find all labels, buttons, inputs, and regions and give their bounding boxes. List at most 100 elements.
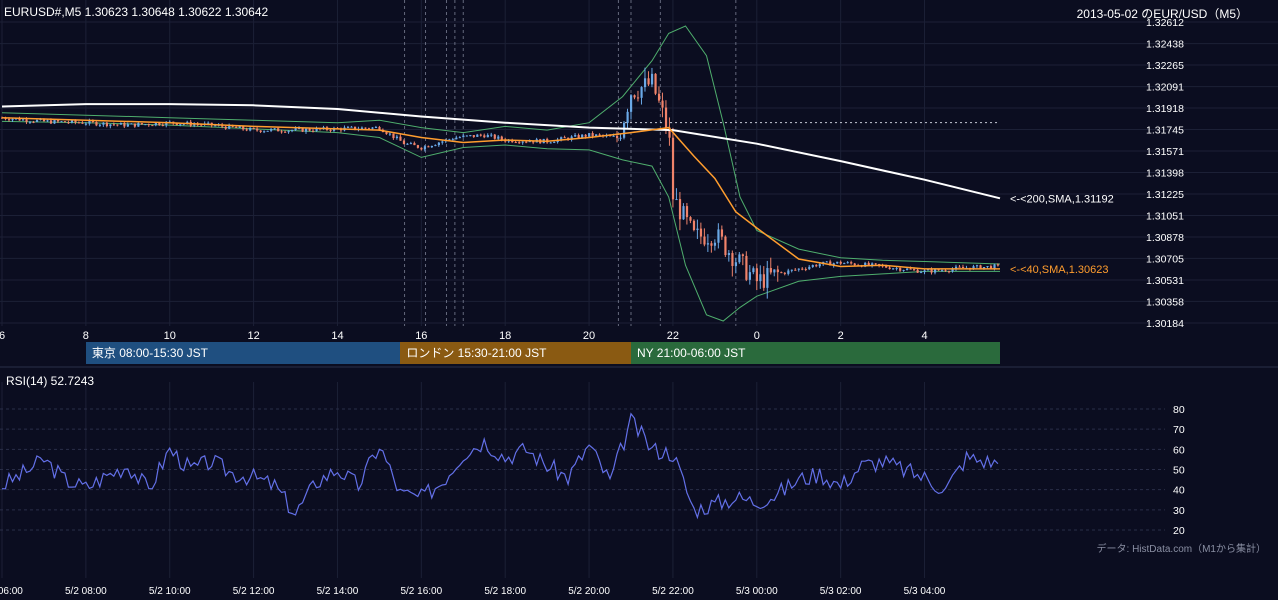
- candle-body: [35, 120, 39, 122]
- candle-body: [815, 265, 818, 267]
- candle-body: [518, 142, 521, 144]
- candle-body: [486, 134, 489, 138]
- rsi-xtick-label: 5/2 06:00: [0, 586, 23, 597]
- sma-line: [1, 103, 1001, 200]
- candle-body: [409, 143, 413, 145]
- candle-body: [864, 262, 867, 267]
- candle-body: [549, 142, 552, 144]
- candle-body: [843, 263, 846, 265]
- candle-body: [53, 120, 56, 124]
- price-xtick-label: 0: [754, 330, 760, 342]
- candle-body: [284, 131, 287, 133]
- candle-body: [958, 266, 961, 268]
- candle-body: [476, 134, 479, 137]
- candle-body: [374, 127, 378, 129]
- candle-body: [308, 128, 311, 131]
- candle-body: [161, 125, 164, 127]
- candle-body: [490, 134, 493, 136]
- candle-body: [808, 266, 811, 270]
- candle-body: [406, 143, 409, 145]
- candle-body: [675, 199, 678, 201]
- candle-body: [755, 268, 758, 282]
- candle-body: [427, 146, 430, 148]
- candle-body: [640, 87, 643, 98]
- candle-body: [280, 131, 283, 133]
- candle-body: [752, 268, 755, 273]
- candle-body: [430, 145, 434, 148]
- candle-body: [902, 270, 905, 272]
- candle-body: [853, 263, 856, 266]
- candle-body: [748, 272, 752, 280]
- price-ytick-label: 1.30705: [1146, 253, 1184, 265]
- sma-label: <-<40,SMA,1.30623: [1010, 264, 1108, 276]
- candle-body: [787, 270, 790, 274]
- candle-body: [182, 123, 185, 125]
- candle-body: [738, 254, 741, 263]
- candle-body: [626, 111, 629, 123]
- candle-body: [207, 122, 210, 124]
- price-ytick-label: 1.30358: [1146, 296, 1184, 308]
- candle-body: [224, 126, 227, 129]
- candle-body: [734, 262, 738, 266]
- candle-body: [934, 269, 937, 273]
- candle-body: [643, 78, 647, 88]
- price-xtick-label: 16: [415, 330, 427, 342]
- candle-body: [158, 122, 161, 126]
- candle-body: [144, 124, 147, 126]
- candle-body: [378, 127, 381, 130]
- candle-body: [553, 142, 556, 144]
- candle-body: [88, 120, 91, 124]
- candle-body: [706, 243, 710, 245]
- candle-body: [727, 253, 731, 256]
- rsi-ytick-label: 20: [1173, 525, 1185, 537]
- candle-body: [140, 123, 143, 125]
- candle-body: [346, 126, 350, 128]
- candle-body: [560, 137, 563, 140]
- candle-body: [112, 124, 116, 126]
- price-xtick-label: 22: [667, 330, 679, 342]
- candle-body: [829, 261, 832, 266]
- candle-body: [989, 266, 993, 269]
- candle-body: [899, 268, 902, 271]
- candle-body: [888, 267, 891, 270]
- candle-body: [60, 121, 63, 123]
- candle-body: [671, 137, 675, 200]
- candle-body: [95, 121, 98, 126]
- price-ytick-label: 1.32265: [1146, 60, 1184, 72]
- candle-body: [416, 145, 420, 148]
- session-bar: 東京 08:00-15:30 JST ロンドン 15:30-21:00 JST …: [85, 342, 1000, 364]
- candle-body: [77, 122, 81, 124]
- candle-body: [455, 137, 458, 140]
- candle-body: [479, 134, 482, 136]
- candle-body: [895, 268, 898, 270]
- candle-body: [741, 254, 745, 256]
- candle-body: [273, 128, 276, 130]
- candle-body: [298, 128, 301, 130]
- candle-body: [448, 139, 451, 141]
- candle-body: [84, 123, 88, 125]
- candle-body: [228, 125, 231, 129]
- candle-body: [472, 135, 475, 137]
- candle-body: [56, 120, 60, 122]
- rsi-panel: 80 70 60 50 40 30 20 5/2 06:00 5/2 08:00 5/2 10:0…: [0, 366, 1278, 597]
- candle-body: [975, 265, 979, 267]
- candle-body: [402, 140, 406, 145]
- candle-body: [947, 271, 951, 273]
- candle-body: [920, 272, 923, 274]
- candle-body: [629, 95, 633, 112]
- candle-body: [783, 272, 786, 274]
- candle-body: [927, 269, 930, 271]
- candle-body: [720, 229, 724, 237]
- candle-body: [850, 262, 853, 264]
- price-ytick-label: 1.30878: [1146, 232, 1184, 244]
- candle-body: [235, 126, 238, 128]
- candle-body: [867, 262, 870, 266]
- candle-body: [825, 261, 828, 263]
- candle-body: [413, 143, 416, 146]
- rsi-xtick-label: 5/2 10:00: [149, 586, 191, 597]
- candle-body: [46, 120, 49, 122]
- price-xtick-label: 12: [247, 330, 259, 342]
- candle-body: [32, 121, 35, 123]
- price-xtick-label: 20: [583, 330, 595, 342]
- candle-body: [420, 147, 423, 150]
